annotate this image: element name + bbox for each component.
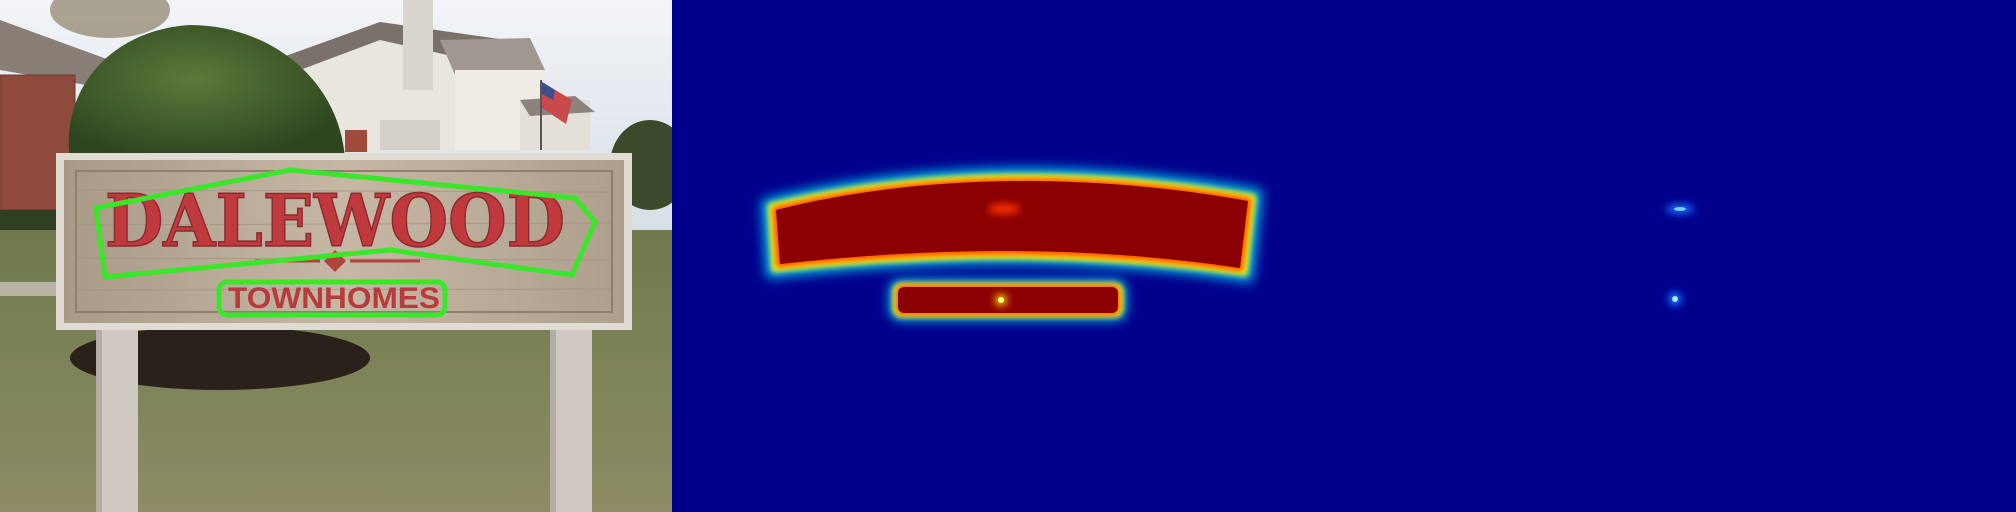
sign-board [56, 153, 632, 330]
bush [68, 25, 346, 160]
sign-post-left [96, 320, 138, 512]
heatmap-background [1344, 0, 2016, 512]
sign-photo: DALEWOOD TOWNHOMES [0, 0, 672, 512]
sign-line1: DALEWOOD [105, 178, 565, 263]
sign-post-right [550, 320, 592, 512]
region-heatmap-panel [672, 0, 1344, 512]
affinity-heatmap [1344, 0, 2016, 512]
sidewalk [0, 282, 60, 296]
tree [50, 0, 170, 38]
affinity-blob-core [1672, 296, 1678, 302]
region-heatmap [672, 0, 1344, 512]
sign-line2: TOWNHOMES [228, 282, 440, 315]
region-blob-dalewood [762, 168, 1262, 282]
mulch-bed [70, 326, 370, 390]
affinity-heatmap-panel [1344, 0, 2016, 512]
region-peak [988, 204, 1020, 214]
detection-box-dalewood [93, 167, 598, 280]
photo-panel: DALEWOOD TOWNHOMES [0, 0, 672, 512]
region-blob-townhomes [890, 280, 1126, 320]
affinity-blob-core [1674, 207, 1686, 211]
detection-box-townhomes [216, 279, 448, 318]
region-peak-core [998, 297, 1004, 303]
